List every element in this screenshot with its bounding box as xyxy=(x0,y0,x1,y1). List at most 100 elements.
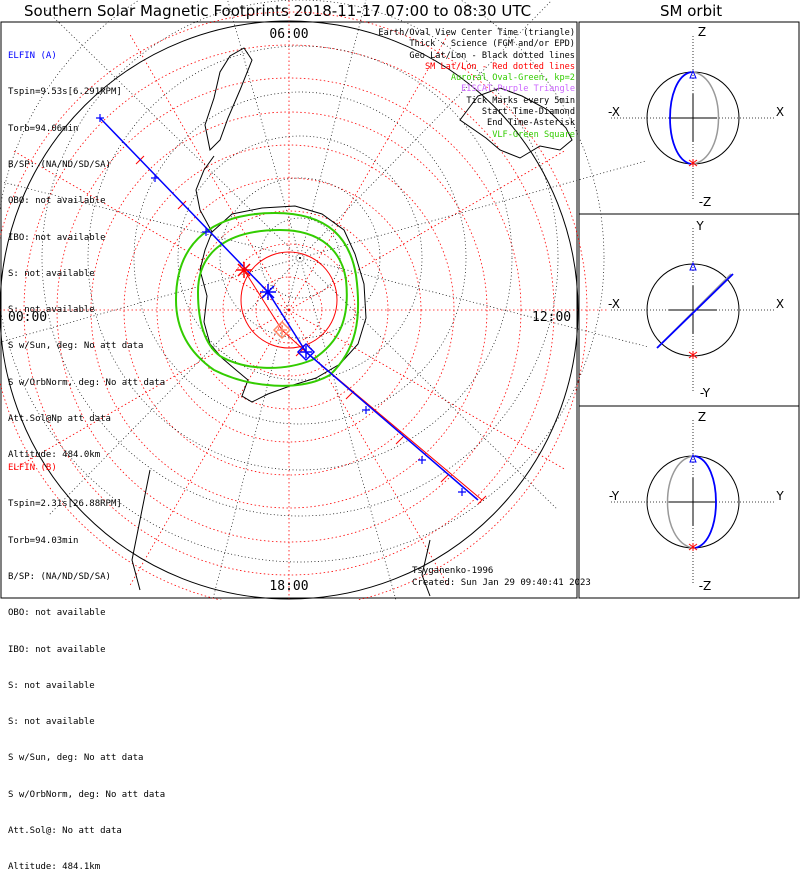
orbit1-label-bottom: -Z xyxy=(699,195,712,209)
legend-entry: Start Time-Diamond xyxy=(481,107,575,118)
elfin-b-line: B/SP: (NA/ND/SD/SA) xyxy=(8,572,111,583)
elfin-b-title: ELFIN (B) xyxy=(8,463,57,474)
mlt-label-bottom: 18:00 xyxy=(269,579,308,594)
legend-entry: Geo Lat/Lon - Black dotted lines xyxy=(409,50,575,61)
sm-pole-circle xyxy=(240,251,338,349)
orbit-frame xyxy=(578,21,800,599)
orbit-triangle xyxy=(689,453,697,463)
orbit2-label-left: -X xyxy=(608,297,620,311)
orbit1-label-left: -X xyxy=(608,105,620,119)
geo-lat-circle xyxy=(0,0,605,563)
elfin-b-line: S: not available xyxy=(8,680,95,691)
elfin-a-tick xyxy=(362,406,370,414)
geo-lon-line xyxy=(212,257,301,600)
elfin-a-line: S w/Sun, deg: No att data xyxy=(8,341,144,352)
sm-lon-line xyxy=(288,309,567,471)
australia-outline xyxy=(459,87,573,159)
orbit2-label-right: X xyxy=(776,297,784,311)
legend-entry: End Time-Asterisk xyxy=(487,118,575,129)
peninsula-outline xyxy=(195,155,215,233)
orbit-asterisk xyxy=(688,543,698,551)
geo-lon-line xyxy=(299,0,367,259)
elfin-a-tick xyxy=(151,174,159,182)
geo-lon-line xyxy=(0,181,301,259)
auroral-oval-inner xyxy=(196,228,348,369)
geo-lon-line xyxy=(299,257,649,348)
elfin-a-track xyxy=(305,351,479,501)
geo-lon-line xyxy=(299,0,552,259)
orbit-asterisk xyxy=(688,351,698,359)
created-timestamp: Created: Sun Jan 29 09:40:41 2023 xyxy=(412,578,591,588)
sm-lon-line xyxy=(288,309,450,588)
geo-lon-line xyxy=(299,257,397,600)
elfin-a-end-asterisk xyxy=(260,284,276,300)
elfin-a-tick xyxy=(202,228,210,236)
coast-fragment xyxy=(421,539,431,597)
south-america-outline xyxy=(204,47,253,152)
geo-lat-circle xyxy=(177,135,423,381)
orbit2-label-top: Y xyxy=(695,219,704,233)
sm-lon-line xyxy=(11,309,290,471)
elfin-a-line: S: not available xyxy=(8,305,95,316)
elfin-b-line: Tspin=2.31s[26.88RPM] xyxy=(8,499,122,510)
mlt-label-left: 00:00 xyxy=(8,310,47,325)
orbit2-label-bottom: -Y xyxy=(700,386,711,400)
auroral-oval-outer xyxy=(174,211,360,387)
page-title: Southern Solar Magnetic Footprints 2018-… xyxy=(24,2,532,20)
orbit3-label-top: Z xyxy=(698,410,706,424)
elfin-a-line: Torb=94.06min xyxy=(8,123,79,134)
africa-coast xyxy=(131,469,151,591)
elfin-a-title: ELFIN (A) xyxy=(8,51,57,62)
orbit-a-path xyxy=(656,273,734,349)
legend: Earth/Oval View Center Time (triangle) T… xyxy=(378,28,575,141)
elfin-b-tick xyxy=(477,495,487,505)
geo-lat-circle xyxy=(259,217,341,299)
elfin-a-info: ELFIN (A) Tspin=9.53s[6.291RPM] Torb=94.… xyxy=(8,26,165,473)
elfin-a-tick xyxy=(458,488,466,496)
legend-entry: Thick - Science (FGM and/or EPD) xyxy=(409,39,575,50)
model-name: Tsyganenko-1996 xyxy=(412,566,494,576)
orbit3-label-right: Y xyxy=(775,489,784,503)
orbit-triangle xyxy=(689,261,697,271)
orbit3-label-bottom: -Z xyxy=(699,579,712,593)
legend-entry: EISCAT-Purple Triangle xyxy=(461,84,575,95)
orbit-asterisk xyxy=(688,159,698,167)
elfin-b-line: Att.Sol@: No att data xyxy=(8,826,122,836)
sm-lon-line xyxy=(11,149,290,311)
elfin-a-track xyxy=(267,291,307,353)
geo-lon-line xyxy=(0,257,301,343)
elfin-b-tick xyxy=(440,473,450,483)
mlt-label-top: 06:00 xyxy=(269,27,308,42)
geo-lat-circle xyxy=(41,0,559,517)
orbit-b-path xyxy=(692,71,720,165)
sm-lat-circle xyxy=(189,210,389,410)
sm-lon-line xyxy=(128,309,290,588)
elfin-a-tick xyxy=(96,114,104,122)
orbit-b-path xyxy=(666,455,694,549)
geo-lon-line xyxy=(227,0,301,259)
elfin-a-tick xyxy=(418,456,426,464)
legend-entry: SM Lat/Lon - Red dotted lines xyxy=(424,61,575,72)
elfin-b-line: Torb=94.03min xyxy=(8,535,79,546)
orbit-a-path xyxy=(694,455,717,549)
elfin-b-info: ELFIN (B) Tspin=2.31s[26.88RPM] Torb=94.… xyxy=(8,438,165,885)
elfin-a-line: Altitude: 484.0km xyxy=(8,450,101,461)
geo-lon-line xyxy=(299,257,558,510)
orbit-a-path xyxy=(669,71,692,165)
elfin-b-line: S: not available xyxy=(8,717,95,728)
mlt-label-right: 12:00 xyxy=(532,310,571,325)
geo-lat-circle xyxy=(133,91,467,425)
elfin-b-start-cross xyxy=(277,325,287,335)
elfin-b-line: S w/Sun, deg: No att data xyxy=(8,753,144,764)
elfin-a-line: S w/OrbNorm, deg: No att data xyxy=(8,377,166,388)
elfin-a-start-diamond xyxy=(296,342,316,362)
elfin-b-line: S w/OrbNorm, deg: No att data xyxy=(8,789,166,800)
elfin-b-tick xyxy=(395,435,405,445)
orbit1-label-top: Z xyxy=(698,25,706,39)
elfin-a-line: OBO: not available xyxy=(8,196,106,207)
plot-canvas: 06:00 00:00 12:00 18:00 Z -Z -X X Y -Y -… xyxy=(0,0,800,600)
sm-lon-line xyxy=(128,32,290,311)
elfin-a-line: B/SP: (NA/ND/SD/SA) xyxy=(8,160,111,171)
map-boundary xyxy=(0,20,579,600)
polar-map xyxy=(0,0,649,600)
